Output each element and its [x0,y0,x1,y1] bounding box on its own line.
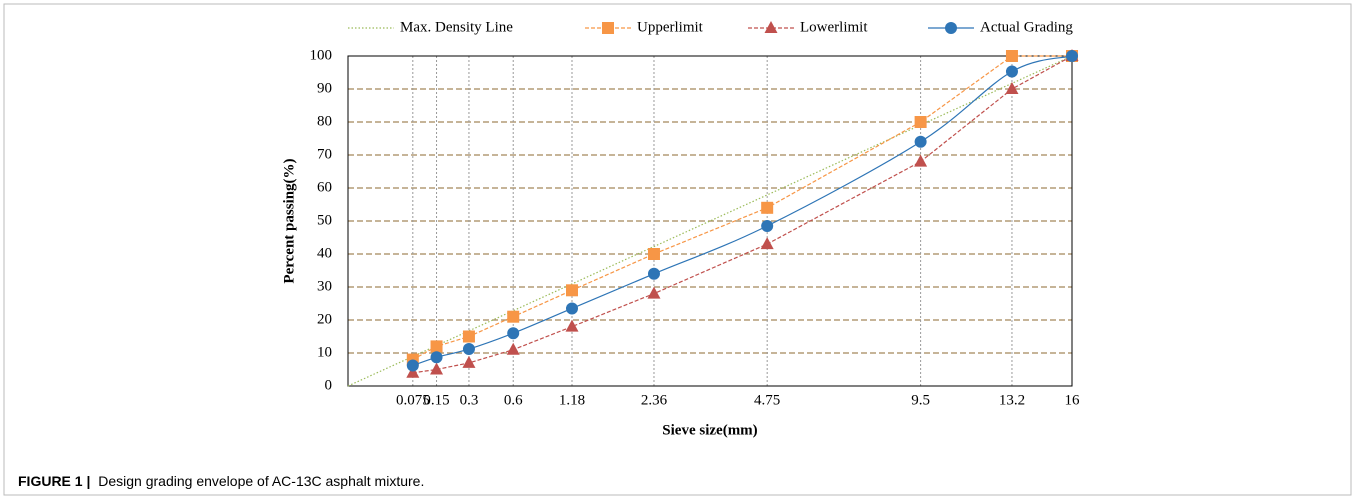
y-tick-label: 90 [317,80,332,96]
marker [430,340,443,353]
legend-marker [945,22,957,34]
caption: FIGURE 1 | Design grading envelope of AC… [18,473,424,489]
legend-label: Lowerlimit [800,19,868,35]
marker [565,302,578,315]
marker [914,135,927,148]
y-tick-label: 100 [310,47,333,63]
marker [647,248,660,260]
x-tick-label: 0.3 [460,392,479,408]
series-line [412,55,1073,374]
legend-label: Actual Grading [980,19,1073,35]
marker [1005,82,1019,94]
caption-text: Design grading envelope of AC-13C asphal… [98,473,424,489]
x-axis-label: Sieve size(mm) [662,422,757,438]
legend-marker [764,21,778,33]
x-tick-label: 4.75 [754,392,780,408]
marker [1066,50,1078,62]
legend-label: Max. Density Line [400,19,513,35]
marker [761,219,774,232]
caption-label: FIGURE 1 | [18,473,90,489]
figure-frame [3,3,1352,496]
marker [760,237,774,250]
legend-item: Upperlimit [585,19,704,35]
y-tick-label: 50 [317,212,332,228]
marker [430,351,443,364]
marker [462,343,475,356]
x-tick-label: 0.075 [396,392,430,408]
x-tick-label: 16 [1065,392,1081,408]
marker [1005,50,1018,62]
marker [506,342,520,355]
marker [1005,65,1018,78]
marker [565,284,578,297]
series-line [412,55,1072,361]
y-axis-label: Percent passing(%) [281,158,297,283]
x-tick-label: 1.18 [559,392,585,408]
x-tick-label: 13.2 [999,392,1025,408]
y-tick-label: 20 [317,311,332,327]
marker [406,359,419,372]
y-tick-label: 10 [317,344,332,360]
marker [647,267,660,280]
legend-item: Actual Grading [928,19,1073,35]
legend-item: Lowerlimit [748,19,868,35]
marker [507,310,520,323]
marker [565,319,579,332]
y-tick-label: 70 [317,146,332,162]
y-tick-label: 0 [325,377,333,393]
y-tick-label: 40 [317,245,332,261]
marker [761,201,774,214]
y-tick-label: 80 [317,113,332,129]
marker [462,330,475,343]
marker [406,365,420,378]
x-tick-label: 2.36 [641,392,668,408]
x-tick-label: 0.6 [504,392,523,408]
x-tick-label: 0.15 [423,392,449,408]
marker [914,116,927,128]
marker [507,327,520,340]
marker [647,286,661,299]
marker [462,355,476,368]
y-tick-label: 30 [317,278,332,294]
legend-item: Max. Density Line [348,19,513,35]
legend-marker [602,22,614,34]
plot-frame [347,55,1073,387]
marker [914,154,928,167]
y-tick-label: 60 [317,179,332,195]
marker [430,362,444,375]
legend-label: Upperlimit [637,19,704,35]
x-tick-label: 9.5 [911,392,930,408]
